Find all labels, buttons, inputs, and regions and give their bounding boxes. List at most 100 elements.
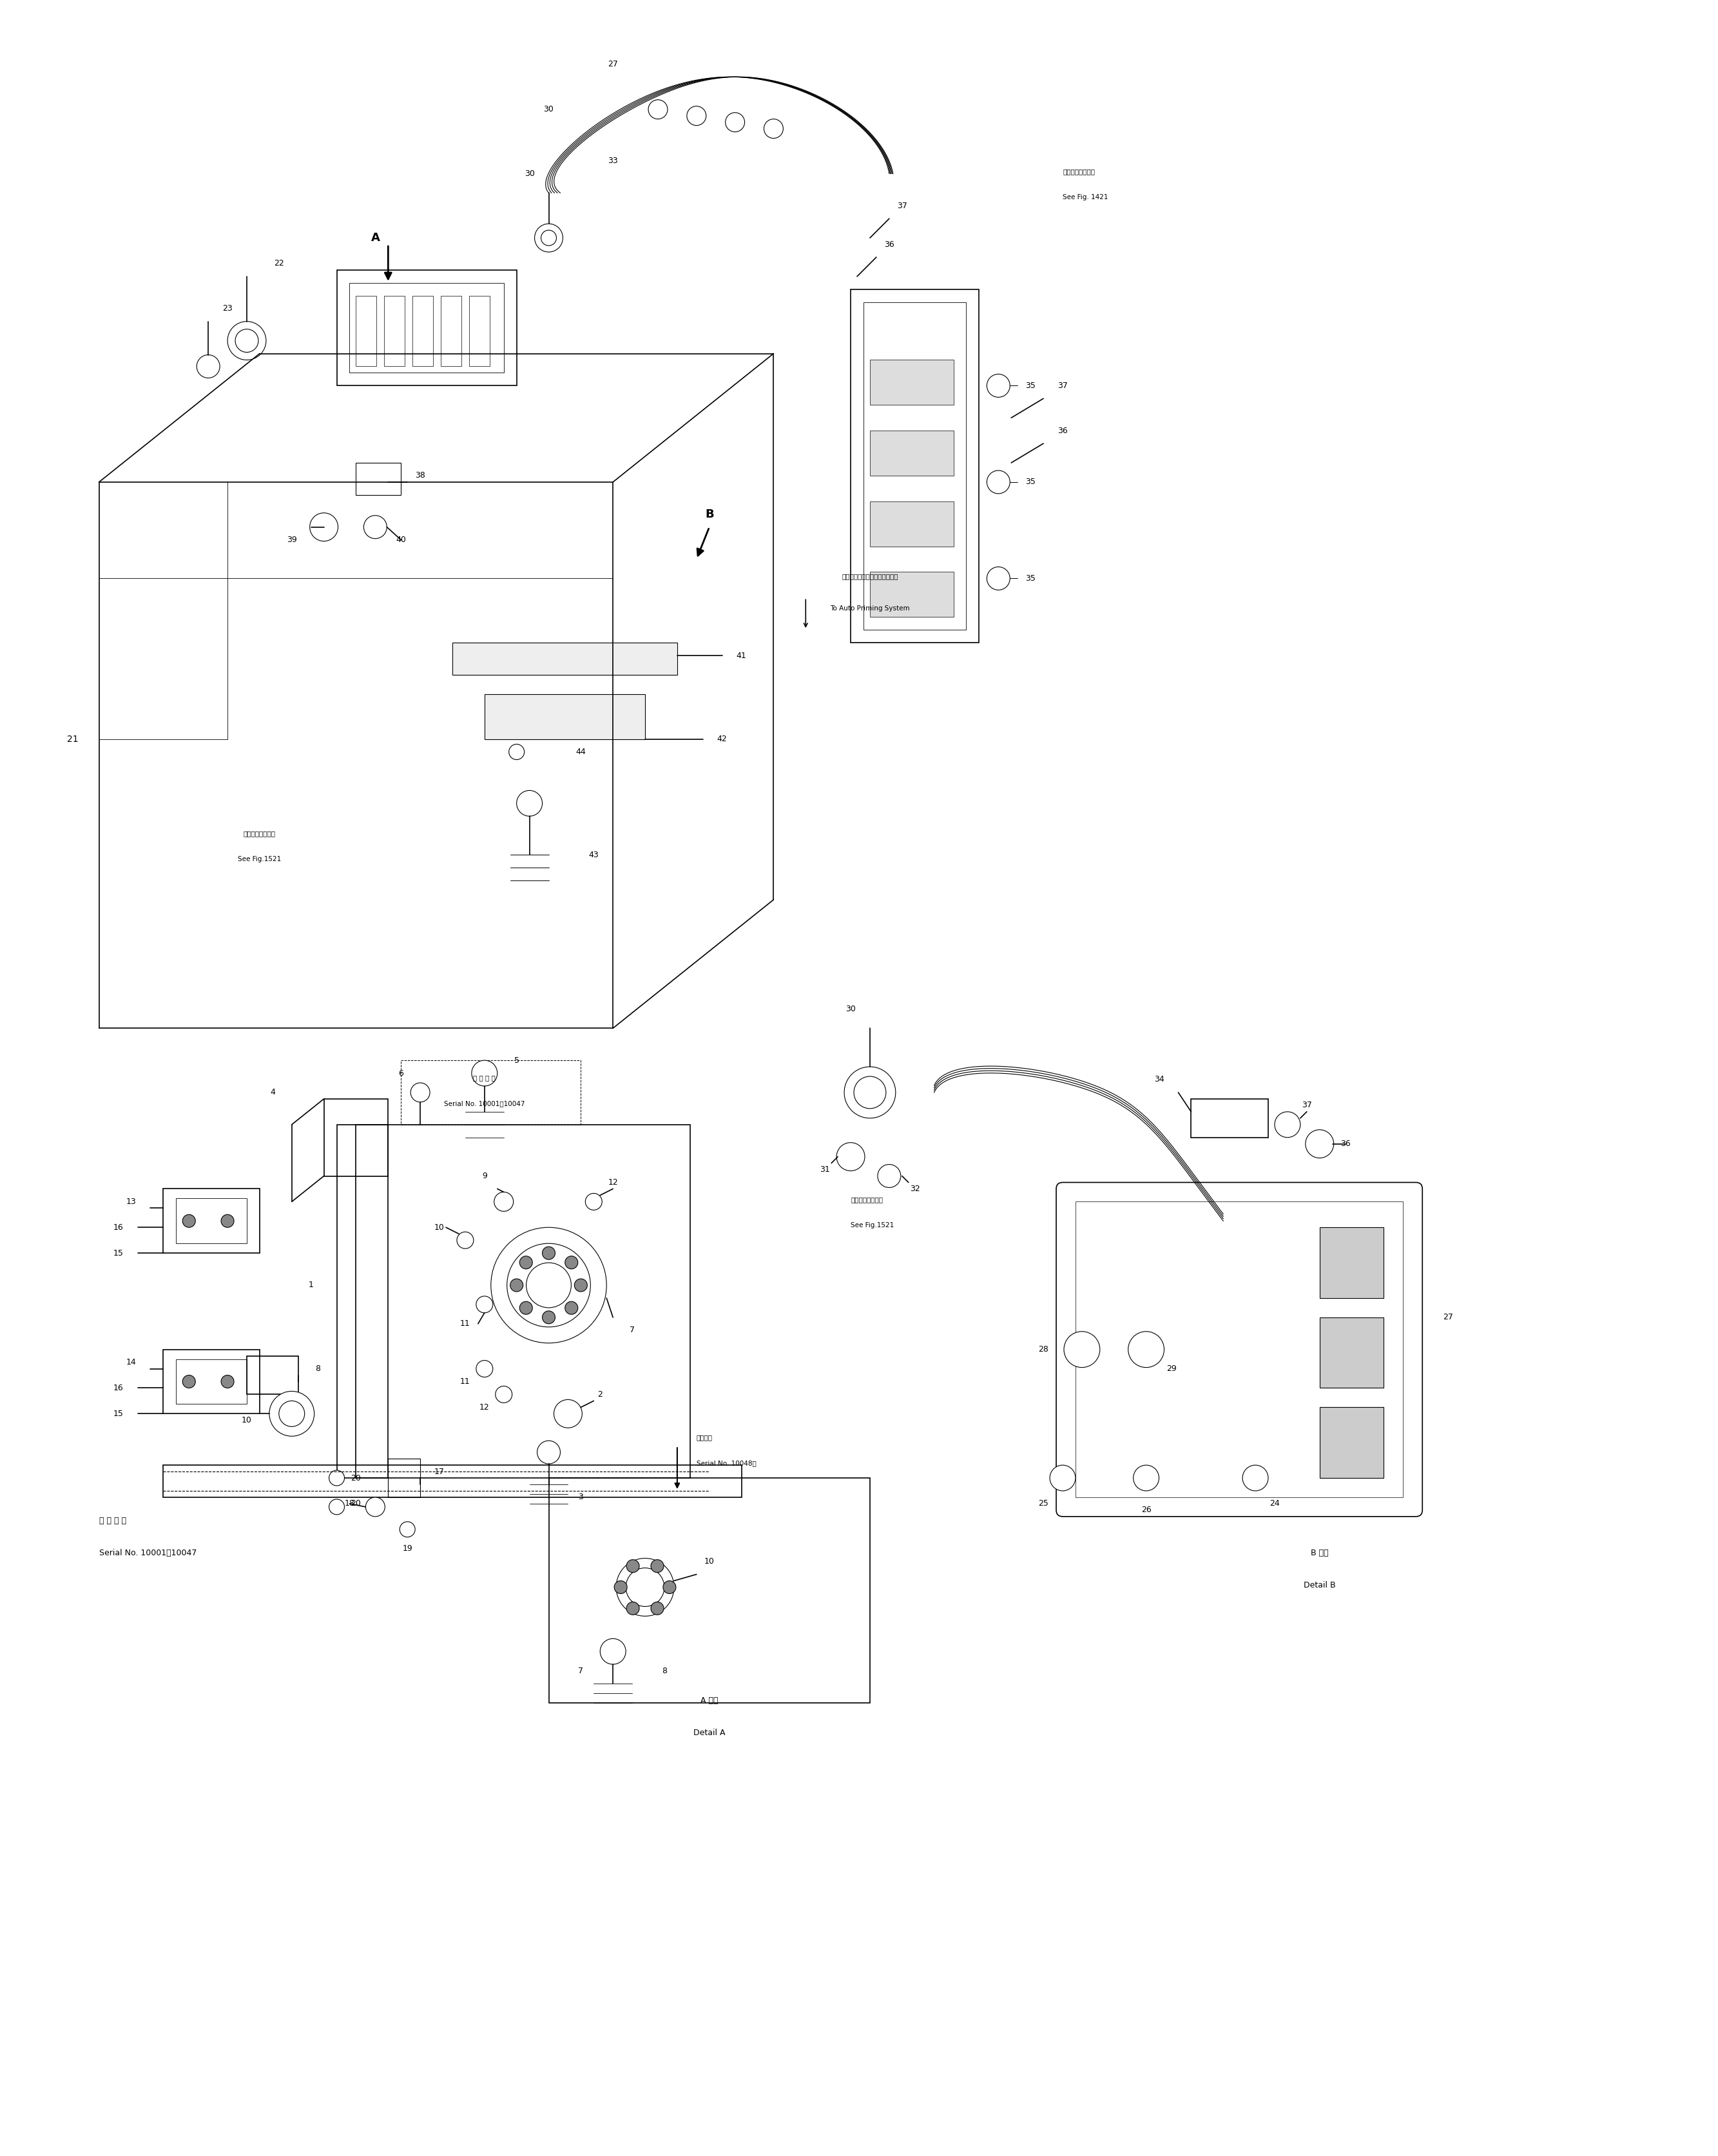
Text: 9: 9 xyxy=(483,1173,486,1179)
Text: 12: 12 xyxy=(479,1404,490,1412)
Text: See Fig. 1421: See Fig. 1421 xyxy=(1063,194,1108,201)
Bar xyxy=(1075,1201,1404,1496)
Circle shape xyxy=(543,1246,555,1259)
Circle shape xyxy=(457,1231,474,1248)
Text: 8: 8 xyxy=(314,1365,320,1373)
Circle shape xyxy=(543,1311,555,1324)
Circle shape xyxy=(278,1401,304,1427)
Text: A: A xyxy=(371,233,380,244)
Bar xyxy=(247,1356,299,1395)
Bar xyxy=(349,282,503,373)
Bar xyxy=(177,1358,247,1404)
Text: 16: 16 xyxy=(113,1222,124,1231)
Bar xyxy=(869,571,953,617)
Text: 10: 10 xyxy=(242,1416,253,1425)
Circle shape xyxy=(663,1580,675,1593)
Bar xyxy=(850,289,979,642)
Circle shape xyxy=(411,1082,430,1102)
Circle shape xyxy=(526,1263,570,1309)
Circle shape xyxy=(1242,1466,1268,1490)
Bar xyxy=(177,1199,247,1244)
Text: 11: 11 xyxy=(460,1319,471,1328)
Text: 37: 37 xyxy=(1058,382,1069,390)
Text: 36: 36 xyxy=(1340,1141,1350,1147)
Circle shape xyxy=(553,1399,582,1427)
Text: 7: 7 xyxy=(631,1326,636,1335)
Circle shape xyxy=(986,567,1010,591)
Text: 適用号機: 適用号機 xyxy=(696,1434,713,1440)
Bar xyxy=(469,295,490,367)
Circle shape xyxy=(627,1559,639,1572)
Text: オートプライミングシステムへ: オートプライミングシステムへ xyxy=(842,573,899,580)
Text: 11: 11 xyxy=(460,1378,471,1386)
Text: 27: 27 xyxy=(608,60,618,69)
Circle shape xyxy=(1050,1466,1075,1490)
Text: 10: 10 xyxy=(435,1222,445,1231)
Text: 40: 40 xyxy=(395,535,405,543)
Circle shape xyxy=(507,1244,591,1326)
Text: 13: 13 xyxy=(125,1197,136,1205)
Text: 21: 21 xyxy=(67,735,79,744)
Circle shape xyxy=(270,1391,314,1436)
Text: Detail A: Detail A xyxy=(694,1729,725,1738)
Bar xyxy=(412,295,433,367)
Text: 12: 12 xyxy=(608,1177,618,1186)
Circle shape xyxy=(227,321,266,360)
Bar xyxy=(452,642,677,675)
Circle shape xyxy=(509,744,524,759)
Circle shape xyxy=(476,1360,493,1378)
Text: 5: 5 xyxy=(514,1056,519,1065)
Circle shape xyxy=(878,1164,900,1188)
Circle shape xyxy=(651,1602,663,1615)
Text: 18: 18 xyxy=(345,1498,354,1507)
Circle shape xyxy=(472,1061,497,1087)
Text: 30: 30 xyxy=(524,170,534,177)
Circle shape xyxy=(1275,1112,1301,1138)
Text: See Fig.1521: See Fig.1521 xyxy=(239,856,282,862)
Circle shape xyxy=(648,99,668,119)
Bar xyxy=(484,694,644,740)
Text: 27: 27 xyxy=(1443,1313,1453,1322)
Circle shape xyxy=(519,1257,533,1270)
Text: A 詳細: A 詳細 xyxy=(701,1697,718,1705)
Text: 14: 14 xyxy=(125,1358,136,1367)
Circle shape xyxy=(986,375,1010,397)
Text: 10: 10 xyxy=(704,1557,715,1565)
Circle shape xyxy=(541,231,557,246)
Text: Detail B: Detail B xyxy=(1304,1580,1335,1589)
Text: 41: 41 xyxy=(737,651,747,660)
Circle shape xyxy=(491,1227,606,1343)
Circle shape xyxy=(495,1192,514,1212)
Text: 24: 24 xyxy=(1270,1498,1280,1507)
Text: 26: 26 xyxy=(1141,1505,1151,1514)
Text: 19: 19 xyxy=(402,1544,412,1552)
Text: 6: 6 xyxy=(399,1069,404,1078)
Circle shape xyxy=(1063,1332,1100,1367)
Circle shape xyxy=(986,470,1010,494)
Bar xyxy=(1319,1227,1383,1298)
Bar xyxy=(356,1125,388,1479)
Text: 44: 44 xyxy=(576,748,586,757)
Text: Serial No. 10048～: Serial No. 10048～ xyxy=(696,1460,756,1466)
Text: 適 用 号 機: 適 用 号 機 xyxy=(100,1516,125,1524)
Text: 20: 20 xyxy=(350,1475,361,1481)
Circle shape xyxy=(725,112,744,132)
Text: 36: 36 xyxy=(1058,427,1067,436)
Circle shape xyxy=(625,1567,665,1606)
Circle shape xyxy=(627,1602,639,1615)
Text: 17: 17 xyxy=(435,1468,445,1475)
Circle shape xyxy=(330,1470,344,1485)
Text: 1: 1 xyxy=(309,1281,314,1289)
Text: B: B xyxy=(704,509,713,520)
Circle shape xyxy=(687,106,706,125)
Text: 第１４２１図参照: 第１４２１図参照 xyxy=(1063,168,1094,175)
Text: 22: 22 xyxy=(273,259,283,267)
Circle shape xyxy=(517,791,543,817)
Bar xyxy=(163,1350,259,1414)
Text: 43: 43 xyxy=(589,849,600,858)
Circle shape xyxy=(600,1639,625,1664)
Circle shape xyxy=(476,1296,493,1313)
Text: 15: 15 xyxy=(113,1410,124,1419)
Text: 35: 35 xyxy=(1026,573,1036,582)
Text: 42: 42 xyxy=(716,735,727,744)
